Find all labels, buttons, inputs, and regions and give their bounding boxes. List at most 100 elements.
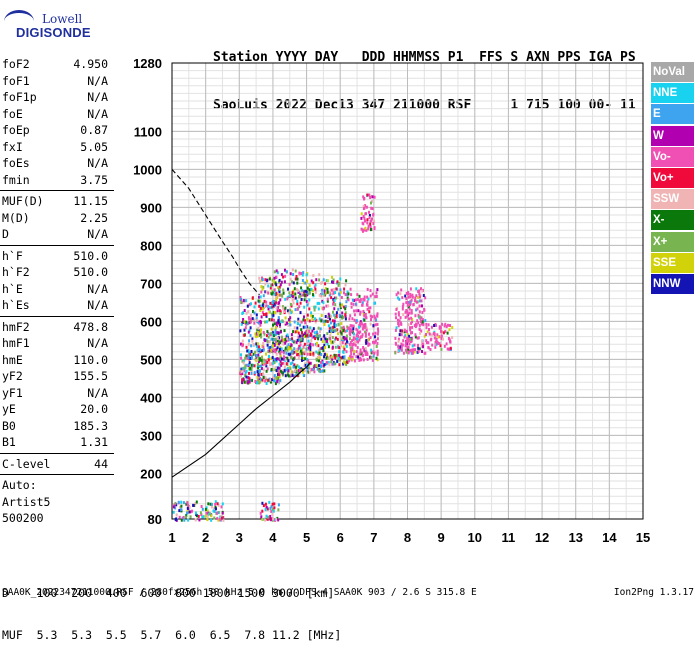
- echo-point: [362, 323, 365, 327]
- echo-point: [328, 362, 331, 366]
- echo-point: [210, 514, 213, 518]
- echo-point: [256, 319, 259, 323]
- echo-point: [302, 325, 305, 329]
- echo-point: [425, 339, 428, 343]
- echo-point: [344, 293, 347, 297]
- echo-point: [312, 281, 315, 285]
- echo-point: [414, 322, 417, 326]
- echo-point: [275, 347, 278, 351]
- echo-point: [449, 340, 452, 344]
- echo-point: [324, 287, 327, 291]
- echo-point: [431, 343, 434, 347]
- echo-point: [330, 326, 333, 330]
- echo-point: [352, 327, 355, 331]
- echo-point: [352, 336, 355, 340]
- echo-point: [340, 322, 343, 326]
- echo-point: [337, 323, 340, 327]
- echo-point: [355, 355, 358, 359]
- echo-point: [317, 349, 320, 353]
- echo-point: [261, 518, 264, 521]
- echo-point: [323, 343, 326, 347]
- echo-point: [267, 350, 270, 353]
- echo-point: [351, 343, 354, 347]
- echo-point: [242, 378, 245, 382]
- echo-point: [372, 340, 374, 344]
- echo-point: [289, 353, 292, 357]
- echo-point: [295, 367, 298, 371]
- echo-point: [349, 324, 352, 328]
- echo-point: [315, 341, 318, 345]
- echo-point: [260, 315, 263, 319]
- echo-point: [256, 370, 259, 374]
- echo-point: [328, 329, 331, 333]
- echo-point: [400, 342, 403, 346]
- echo-point: [342, 362, 345, 366]
- echo-point: [221, 511, 224, 515]
- param-row: fmin 3.75: [0, 172, 118, 189]
- echo-point: [293, 350, 296, 354]
- echo-point: [345, 300, 348, 304]
- echo-point: [287, 369, 290, 373]
- echo-point: [346, 360, 349, 364]
- echo-point: [396, 318, 399, 322]
- echo-point: [336, 354, 339, 358]
- echo-point: [335, 313, 338, 317]
- echo-point: [428, 328, 430, 331]
- echo-point: [320, 353, 323, 356]
- echo-point: [241, 359, 244, 363]
- echo-point: [359, 312, 362, 316]
- y-tick-label: 80: [148, 512, 162, 527]
- echo-point: [369, 289, 372, 293]
- echo-point: [355, 309, 358, 313]
- echo-point: [375, 318, 378, 322]
- scaled-parameters-panel: foF2 4.950 foF1 N/A foF1p N/A foE N/A foEp 0.87 fx…: [0, 56, 118, 527]
- echo-point: [318, 317, 321, 321]
- echo-point: [410, 351, 413, 355]
- echo-point: [263, 362, 266, 366]
- echo-point: [266, 334, 268, 338]
- echo-point: [362, 229, 364, 233]
- echo-point: [254, 350, 256, 354]
- echo-point: [301, 356, 304, 360]
- echo-point: [287, 343, 290, 347]
- echo-point: [325, 279, 328, 283]
- echo-point: [344, 307, 347, 311]
- echo-point: [283, 280, 286, 284]
- echo-point: [268, 500, 271, 504]
- echo-point: [315, 344, 318, 348]
- echo-point: [424, 351, 427, 355]
- echo-point: [320, 337, 323, 341]
- echo-point: [314, 320, 317, 324]
- echo-point: [399, 321, 402, 325]
- echo-point: [420, 316, 423, 320]
- echo-point: [408, 307, 411, 311]
- echo-point: [367, 343, 370, 347]
- echo-point: [315, 350, 318, 354]
- echo-point: [350, 293, 353, 297]
- echo-point: [290, 302, 292, 306]
- echo-point: [327, 345, 330, 349]
- echo-point: [304, 350, 307, 354]
- echo-point: [325, 291, 328, 295]
- echo-point: [377, 329, 380, 333]
- echo-point: [245, 345, 248, 349]
- echo-point: [240, 300, 243, 304]
- echo-point: [397, 311, 400, 315]
- echo-point: [327, 304, 330, 308]
- echo-point: [319, 294, 322, 298]
- echo-point: [296, 299, 299, 303]
- echo-point: [279, 330, 282, 334]
- echo-point: [215, 507, 217, 511]
- echo-point: [210, 502, 213, 506]
- param-row: foE N/A: [0, 106, 118, 123]
- echo-point: [405, 301, 408, 305]
- echo-point: [221, 502, 224, 506]
- echo-point: [286, 373, 289, 377]
- echo-point: [366, 287, 369, 291]
- echo-point: [297, 335, 300, 339]
- echo-point: [421, 289, 424, 293]
- echo-point: [363, 216, 366, 220]
- legend-item: W: [651, 125, 694, 146]
- echo-point: [307, 359, 310, 363]
- echo-point: [323, 323, 326, 326]
